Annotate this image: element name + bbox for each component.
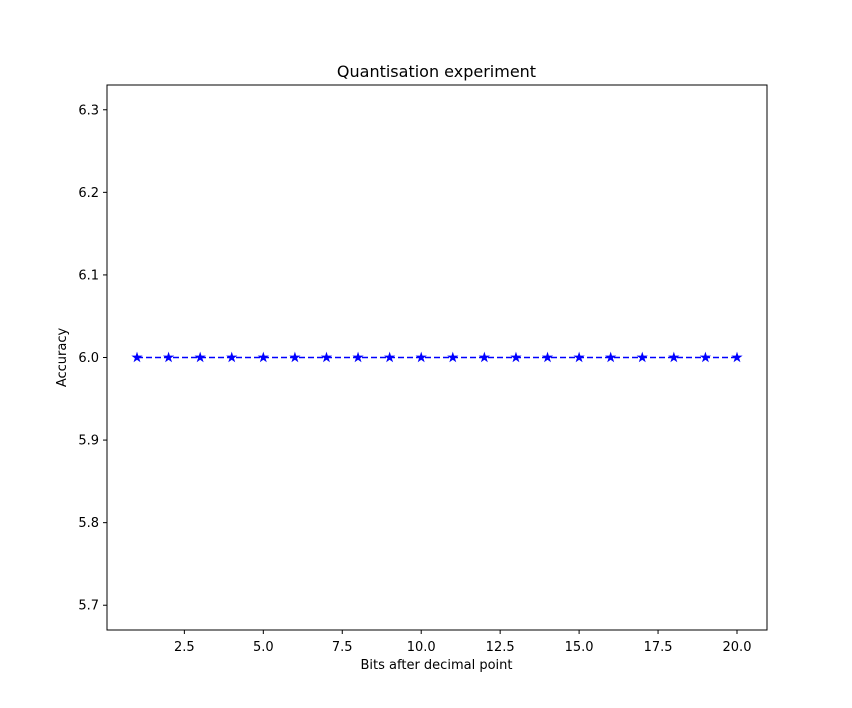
data-point [194,351,206,363]
x-tick-label: 17.5 [644,640,673,655]
data-point [668,351,680,363]
data-point [478,351,490,363]
data-point [289,351,301,363]
x-tick-label: 5.0 [253,640,274,655]
data-point [573,351,585,363]
y-axis: 5.7 5.8 5.9 6.0 6.1 6.2 6.3 [78,103,107,614]
x-tick-label: 7.5 [332,640,353,655]
data-point [162,351,175,363]
data-point [131,351,143,363]
data-point [510,351,522,363]
x-tick-label: 20.0 [723,640,752,655]
y-tick-label: 5.7 [78,599,99,614]
data-point [384,351,396,363]
data-point [352,351,364,363]
data-point [541,351,554,363]
data-point [636,351,648,363]
chart-title: Quantisation experiment [337,62,536,81]
x-tick-label: 2.5 [174,640,195,655]
x-axis: 2.5 5.0 7.5 10.0 12.5 15.0 17.5 20.0 [174,630,751,655]
x-tick-label: 15.0 [565,640,594,655]
plot-area [131,351,743,363]
plot-frame [106,84,768,631]
data-point [226,351,238,363]
y-tick-label: 6.2 [78,186,99,201]
data-point [257,351,269,363]
y-tick-label: 6.1 [78,268,99,283]
data-point [415,351,427,363]
data-point [731,351,743,363]
y-tick-label: 5.8 [78,516,99,531]
x-tick-label: 10.0 [407,640,436,655]
y-tick-label: 6.3 [78,103,99,118]
data-point [605,351,617,363]
x-tick-label: 12.5 [486,640,515,655]
y-tick-label: 5.9 [78,434,99,449]
y-axis-label: Accuracy [55,328,70,388]
x-axis-label: Bits after decimal point [361,658,513,673]
data-point [447,351,459,363]
data-point [699,351,712,363]
data-point [320,351,333,363]
y-tick-label: 6.0 [78,351,99,366]
